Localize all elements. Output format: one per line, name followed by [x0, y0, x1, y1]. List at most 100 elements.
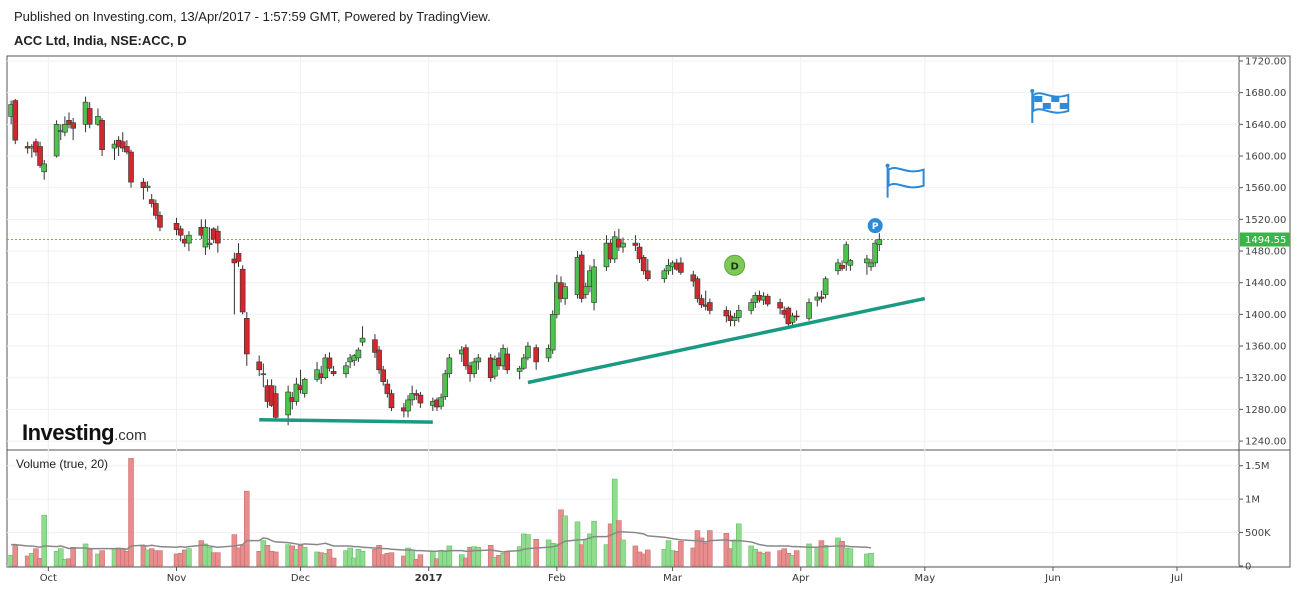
- candle: [806, 298, 812, 321]
- volume-bar: [12, 545, 19, 567]
- candle: [359, 326, 366, 347]
- candle-body: [153, 203, 159, 216]
- candle: [549, 310, 556, 354]
- time-tick-label: Dec: [291, 573, 310, 584]
- candle-body: [678, 262, 684, 273]
- time-tick-label: Jul: [1170, 573, 1183, 584]
- candle: [520, 353, 527, 370]
- candle-body: [876, 239, 883, 245]
- volume-bar: [326, 549, 333, 567]
- candle-body: [260, 373, 267, 376]
- candle-body: [764, 295, 771, 305]
- flag-icon: [887, 166, 925, 189]
- axes: 1720.00 1680.00 1640.00 1600.00 1560.00 1520.…: [40, 56, 1290, 584]
- candle-body: [202, 226, 209, 248]
- candle-body: [256, 361, 262, 371]
- published-info: Published on Investing.com, 13/Apr/2017 …: [14, 9, 491, 24]
- volume-bar: [475, 547, 482, 567]
- time-tick-label: May: [914, 573, 935, 584]
- volume-bar: [847, 548, 854, 567]
- candle-body: [707, 302, 713, 311]
- candle-body: [86, 108, 93, 125]
- volume-bar: [272, 551, 279, 567]
- candle-body: [549, 314, 556, 351]
- candle-body: [442, 373, 449, 398]
- candle-body: [640, 257, 647, 272]
- candle: [446, 353, 453, 378]
- candle-body: [243, 318, 250, 355]
- price-tick-label: 1720.00: [1245, 56, 1286, 67]
- candle: [343, 361, 349, 378]
- candle: [735, 304, 742, 323]
- price-tick-label: 1240.00: [1245, 437, 1286, 448]
- volume-bars: [8, 458, 874, 567]
- candle-body: [301, 379, 308, 394]
- checkered-flag-square: [1034, 95, 1043, 102]
- volume-bar: [301, 547, 308, 567]
- candle-body: [215, 230, 221, 244]
- candle: [413, 389, 420, 400]
- candle: [128, 149, 134, 188]
- candle: [140, 178, 147, 200]
- candle: [235, 243, 242, 267]
- time-tick-label: Jun: [1044, 573, 1061, 584]
- volume-bar: [591, 520, 597, 567]
- candle-body: [438, 397, 444, 407]
- candle-body: [99, 120, 105, 150]
- candle: [260, 363, 267, 388]
- candle: [665, 258, 672, 275]
- volume-bar: [645, 549, 651, 567]
- candle: [578, 251, 585, 303]
- candle-body: [66, 120, 72, 125]
- volume-bar: [157, 550, 163, 567]
- candle-body: [843, 244, 850, 264]
- volume-bar: [533, 539, 539, 567]
- candle-body: [520, 357, 527, 369]
- candle: [202, 219, 209, 255]
- candle-body: [661, 270, 668, 280]
- candle: [748, 298, 754, 315]
- candle: [41, 159, 48, 180]
- candle: [417, 391, 424, 408]
- candle: [707, 298, 713, 315]
- time-tick-label: 2017: [415, 573, 443, 584]
- candle-body: [789, 315, 796, 323]
- candle-body: [463, 347, 469, 367]
- last-price-badge: [1240, 232, 1290, 247]
- candle: [723, 306, 730, 323]
- price-tick-label: 1360.00: [1245, 342, 1286, 353]
- candle: [326, 352, 333, 372]
- candle-body: [806, 302, 812, 319]
- candle: [793, 310, 800, 321]
- candle: [293, 377, 300, 406]
- candle-body: [206, 242, 213, 245]
- investing-logo: Investing.com: [22, 420, 147, 446]
- candle: [632, 235, 639, 252]
- candle-body: [53, 124, 60, 157]
- candle-body: [591, 266, 597, 303]
- volume-bar: [215, 552, 221, 567]
- price-tick-label: 1440.00: [1245, 278, 1286, 289]
- dividend-marker-label: D: [730, 261, 738, 272]
- candle-body: [446, 357, 453, 375]
- candle-body: [839, 264, 845, 269]
- volume-tick-label: 1.5M: [1245, 461, 1270, 472]
- candle-body: [359, 337, 366, 343]
- candle-body: [376, 349, 382, 371]
- candle: [355, 347, 362, 362]
- volume-bar: [41, 514, 47, 567]
- volume-bar: [330, 557, 337, 567]
- candle-body: [694, 278, 701, 299]
- price-tick-label: 1560.00: [1245, 183, 1286, 194]
- chart-frame: [6, 55, 1291, 568]
- volume-bar: [764, 551, 771, 567]
- candle: [70, 117, 76, 141]
- candlesticks: [8, 96, 883, 426]
- volume-bar: [70, 547, 76, 567]
- candle-body: [37, 146, 43, 166]
- candle: [611, 231, 618, 263]
- candle: [53, 120, 60, 158]
- candle: [533, 344, 539, 370]
- flag-pole-cap: [885, 163, 890, 168]
